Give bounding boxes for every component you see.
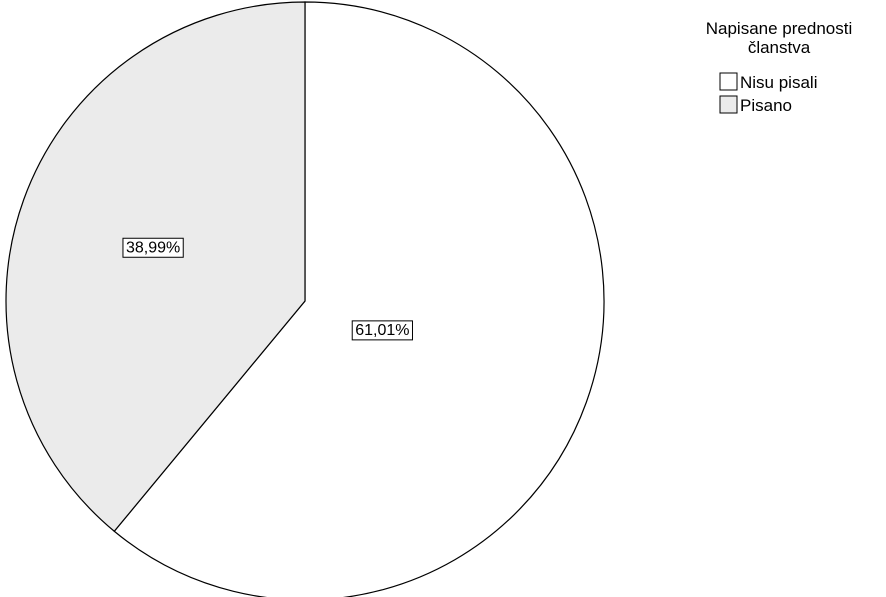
data-label-box (351, 320, 413, 341)
legend-swatch-pisano (719, 95, 738, 114)
legend-title-line-2: članstva (748, 38, 811, 57)
data-label-nisu-pisali: 61,01% (351, 320, 413, 341)
data-label-pisano: 38,99% (122, 237, 184, 258)
pie-slice-nisu-pisali (113, 1, 605, 597)
legend-label-nisu-pisali: Nisu pisali (740, 73, 817, 92)
legend-items: Nisu pisali Pisano (719, 72, 817, 115)
data-label-box (122, 237, 184, 258)
data-label-text: 38,99% (126, 239, 180, 256)
legend-label-pisano: Pisano (740, 96, 792, 115)
pie-data-labels: 61,01% 38,99% (122, 237, 413, 341)
legend-swatch-nisu-pisali (719, 72, 738, 91)
data-label-text: 61,01% (355, 322, 409, 339)
legend: Napisane prednosti članstva Nisu pisali P… (706, 19, 852, 115)
legend-title-line-1: Napisane prednosti (706, 19, 852, 38)
pie-slice-pisano (5, 1, 306, 533)
pie-slices (5, 1, 605, 597)
